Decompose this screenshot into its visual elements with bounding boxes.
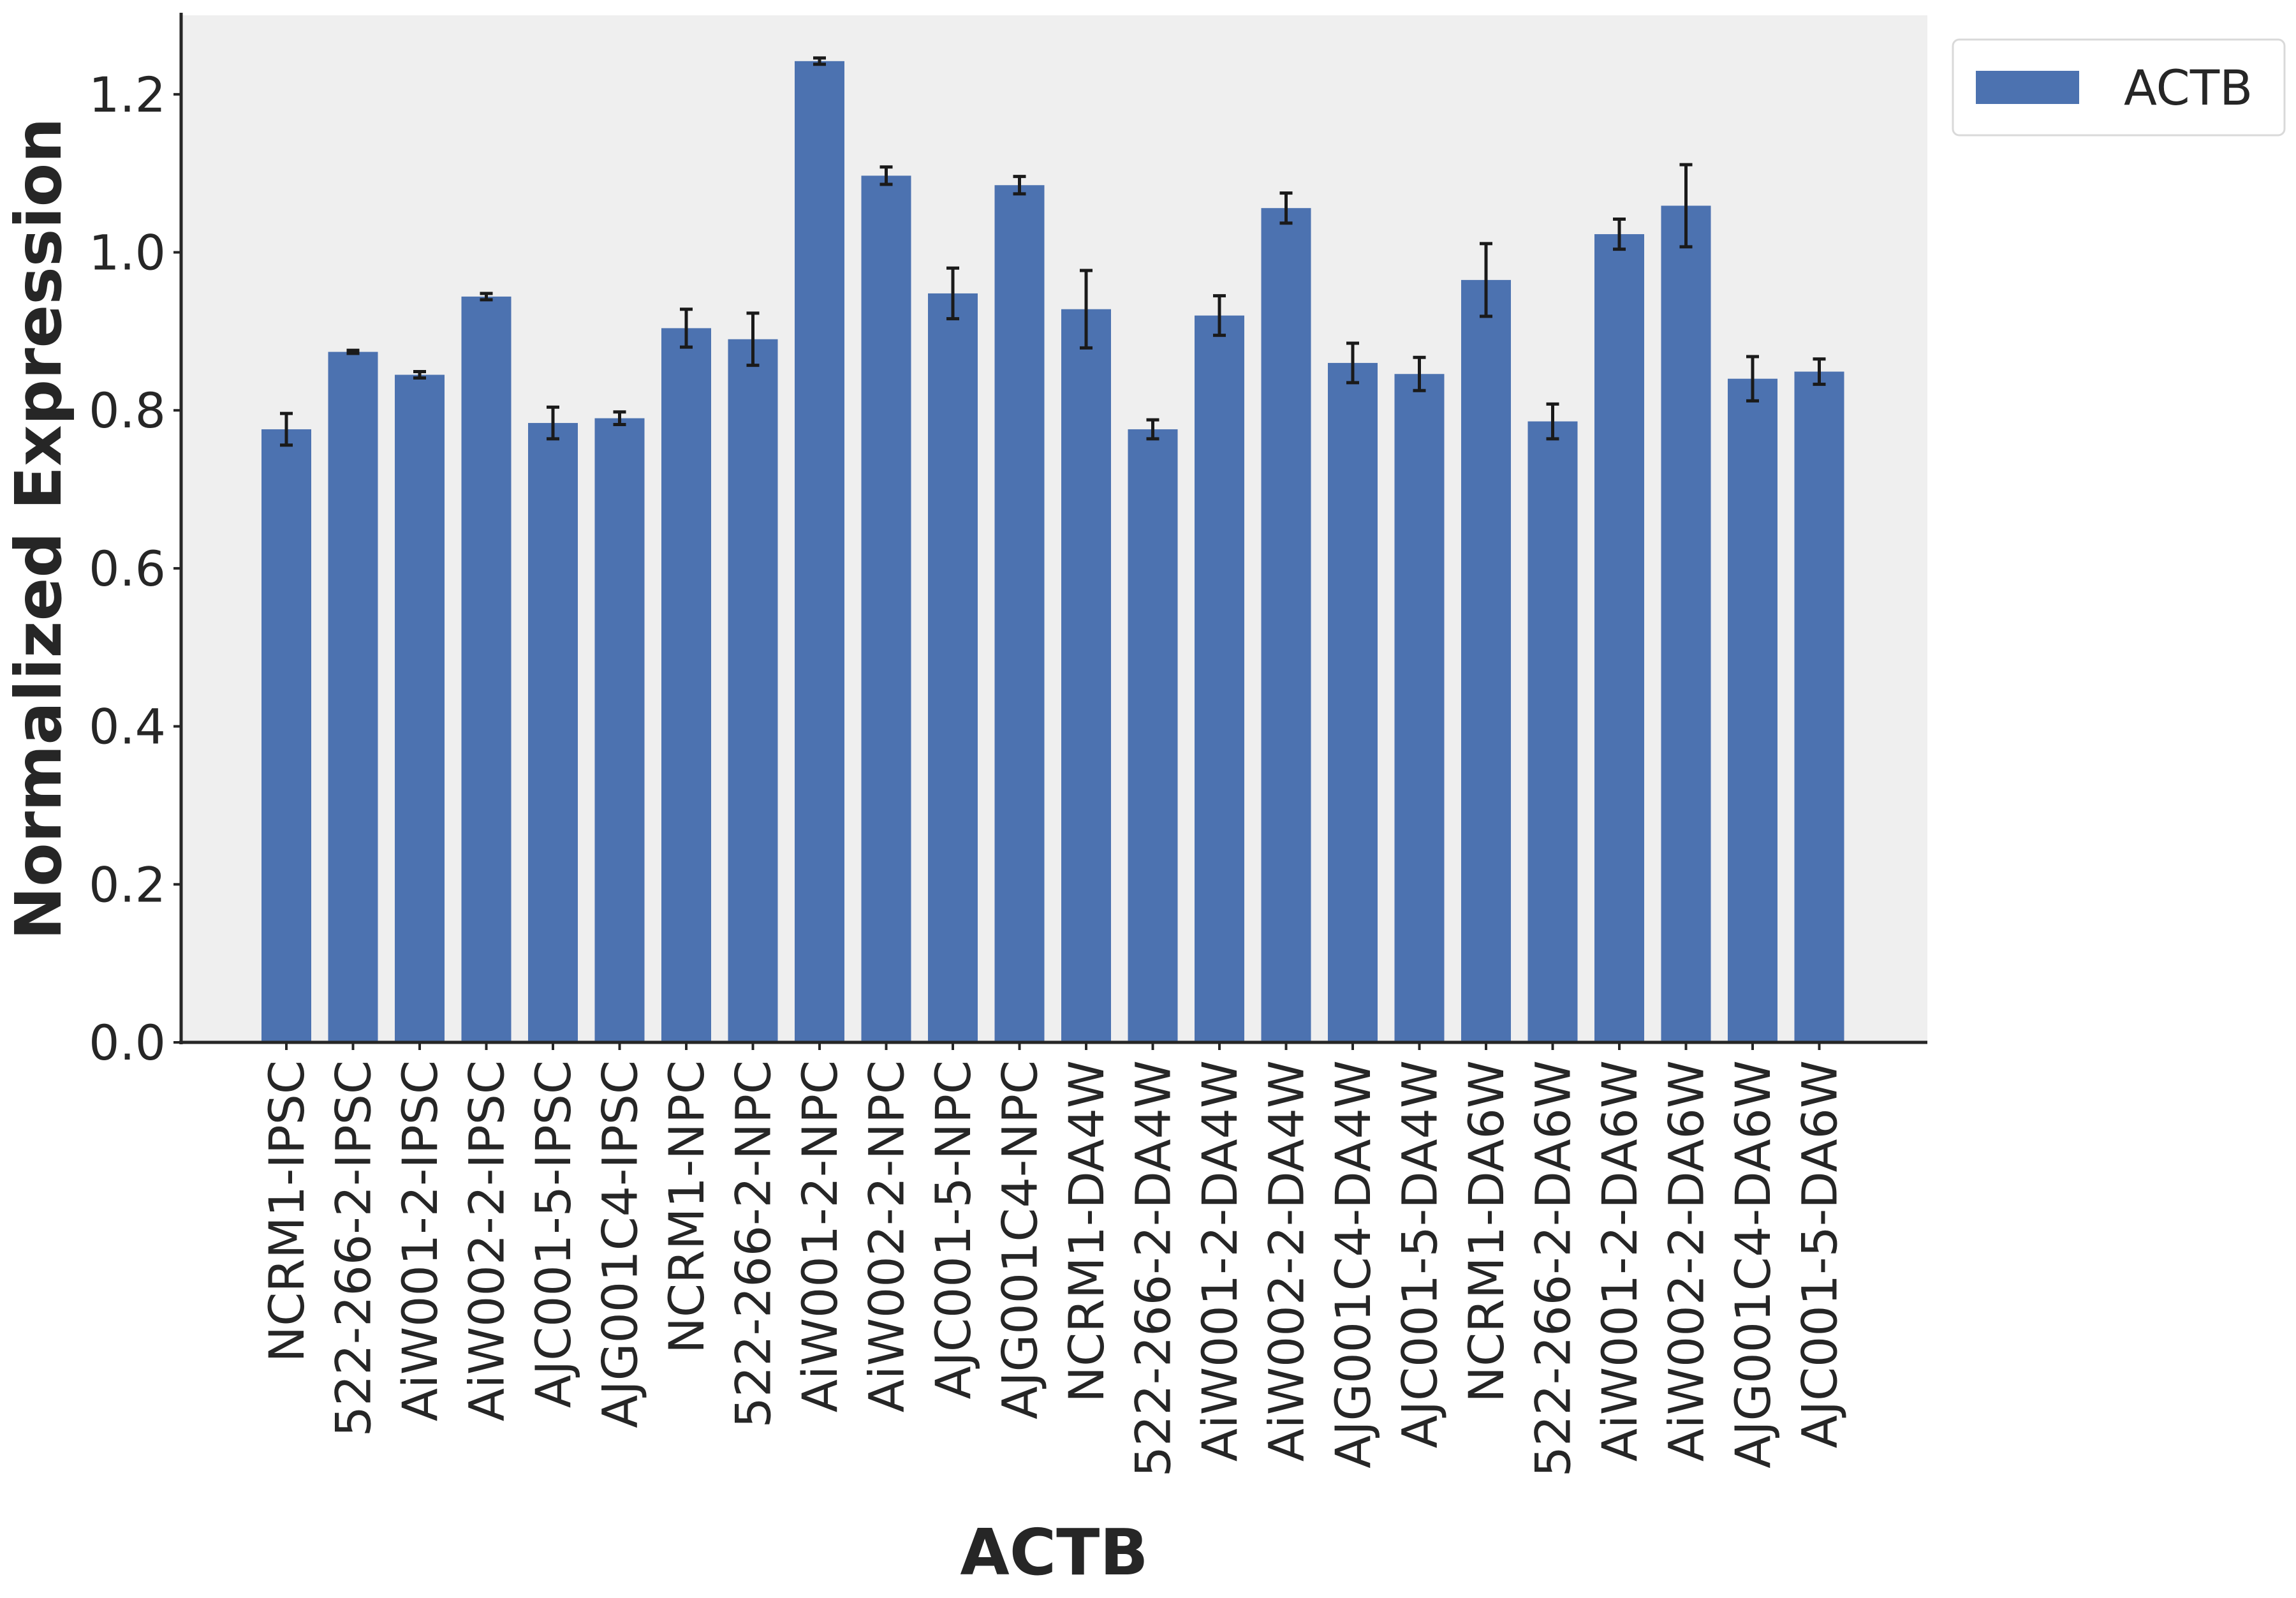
error-bar-AJC001-5-DA4W — [1413, 355, 1426, 392]
error-bar-AiW002-2-DA6W — [1679, 163, 1693, 249]
x-tick-label: AiW002-2-IPSC — [459, 1060, 515, 1421]
error-bar-AJC001-5-IPSC — [547, 405, 559, 441]
error-bar-AJC001-5-NPC — [946, 266, 959, 321]
x-tick-label: NCRM1-IPSC — [258, 1060, 315, 1363]
bar-NCRM1-DA6W — [1461, 279, 1511, 1042]
bar-AJG001C4-DA6W — [1728, 378, 1777, 1042]
y-ticks-group: 0.0 0.2 0.4 0.6 0.8 1.0 1.2 — [89, 66, 181, 1071]
bar-AiW002-2-DA6W — [1661, 205, 1711, 1042]
error-bar-AiW001-2-DA4W — [1213, 294, 1226, 337]
bar-AJC001-5-DA6W — [1794, 371, 1844, 1042]
error-bar-AiW001-2-IPSC — [413, 370, 426, 380]
error-bar-522-266-2-NPC — [746, 311, 760, 367]
x-tick-label: AJG001C4-NPC — [992, 1060, 1049, 1419]
error-bar-NCRM1-DA6W — [1480, 242, 1492, 318]
error-bar-NCRM1-NPC — [680, 307, 693, 349]
error-bar-522-266-2-DA4W — [1146, 418, 1159, 441]
bar-AJC001-5-DA4W — [1394, 374, 1445, 1043]
bar-AiW001-2-NPC — [795, 61, 844, 1042]
legend-label: ACTB — [2124, 59, 2253, 116]
x-tick-label: AiW001-2-DA6W — [1591, 1060, 1648, 1461]
bar-AJC001-5-NPC — [928, 293, 978, 1042]
bar-AiW002-2-NPC — [861, 175, 911, 1042]
error-bar-NCRM1-IPSC — [280, 411, 293, 447]
y-tick-label: 1.0 — [89, 225, 166, 281]
error-bar-AiW002-2-NPC — [879, 165, 893, 186]
error-bar-NCRM1-DA4W — [1080, 269, 1093, 350]
bar-NCRM1-DA4W — [1061, 309, 1111, 1042]
error-bar-AJG001C4-DA6W — [1746, 355, 1759, 403]
x-tick-label: AiW002-2-DA6W — [1658, 1060, 1715, 1461]
error-bar-AJG001C4-NPC — [1013, 175, 1026, 196]
x-tick-label: 522-266-2-NPC — [725, 1060, 782, 1428]
x-tick-label: NCRM1-DA4W — [1058, 1060, 1115, 1403]
bar-AJC001-5-IPSC — [528, 423, 578, 1042]
error-bar-AiW002-2-DA4W — [1279, 191, 1293, 225]
x-tick-label: 522-266-2-DA6W — [1525, 1060, 1582, 1477]
x-tick-label: NCRM1-DA6W — [1458, 1060, 1515, 1403]
error-bars-group — [280, 56, 1826, 447]
error-bar-AiW001-2-NPC — [813, 56, 826, 66]
x-tick-label: AJG001C4-IPSC — [592, 1060, 649, 1428]
bar-NCRM1-IPSC — [261, 429, 311, 1042]
x-tick-label: AiW001-2-NPC — [791, 1060, 848, 1412]
bar-AiW002-2-DA4W — [1261, 208, 1311, 1043]
bars-group — [261, 61, 1844, 1043]
error-bar-AiW002-2-IPSC — [480, 292, 493, 302]
bar-AiW001-2-DA6W — [1594, 234, 1644, 1042]
x-tick-label: 522-266-2-IPSC — [325, 1060, 382, 1437]
x-tick-label: NCRM1-NPC — [658, 1060, 715, 1354]
bar-522-266-2-DA4W — [1128, 429, 1178, 1042]
x-tick-label: AJC001-5-DA6W — [1792, 1060, 1848, 1448]
y-tick-label: 0.6 — [89, 540, 166, 597]
y-tick-label: 0.8 — [89, 382, 166, 439]
x-tick-label: AJG001C4-DA6W — [1725, 1060, 1781, 1469]
y-tick-label: 0.4 — [89, 699, 166, 755]
bar-522-266-2-DA6W — [1527, 421, 1578, 1042]
legend-swatch — [1976, 71, 2079, 104]
bar-522-266-2-IPSC — [328, 351, 378, 1042]
y-tick-label: 1.2 — [89, 66, 166, 123]
error-bar-AiW001-2-DA6W — [1613, 218, 1626, 251]
bar-NCRM1-NPC — [661, 328, 711, 1042]
x-tick-label: AiW001-2-IPSC — [392, 1060, 448, 1421]
bar-AiW002-2-IPSC — [461, 296, 511, 1042]
x-tick-label: AJC001-5-IPSC — [525, 1060, 582, 1408]
x-tick-label: AJC001-5-DA4W — [1392, 1060, 1448, 1448]
x-tick-label: AiW002-2-NPC — [858, 1060, 915, 1412]
bar-AiW001-2-IPSC — [395, 374, 445, 1042]
bar-AJG001C4-DA4W — [1328, 362, 1378, 1042]
error-bar-AJC001-5-DA6W — [1813, 357, 1826, 386]
bar-AiW001-2-DA4W — [1195, 315, 1244, 1043]
x-tick-label: AJC001-5-NPC — [925, 1060, 982, 1399]
bar-522-266-2-NPC — [728, 339, 778, 1042]
bar-AJG001C4-IPSC — [594, 418, 645, 1042]
x-tick-label: AJG001C4-DA4W — [1325, 1060, 1381, 1469]
x-ticks-group: NCRM1-IPSC 522-266-2-IPSC AiW001-2-IPSC AiW… — [258, 1042, 1848, 1477]
legend-box — [1952, 38, 2286, 137]
legend: ACTB — [1952, 38, 2286, 137]
x-tick-label: AiW001-2-DA4W — [1191, 1060, 1248, 1461]
error-bar-AJG001C4-IPSC — [613, 410, 626, 427]
bar-AJG001C4-NPC — [994, 185, 1045, 1042]
x-tick-label: AiW002-2-DA4W — [1258, 1060, 1315, 1461]
x-tick-label: 522-266-2-DA4W — [1125, 1060, 1182, 1477]
error-bar-AJG001C4-DA4W — [1346, 341, 1359, 385]
error-bar-522-266-2-DA6W — [1546, 402, 1559, 441]
x-axis-title: ACTB — [960, 1515, 1148, 1590]
y-tick-label: 0.2 — [89, 856, 166, 913]
error-bar-522-266-2-IPSC — [346, 348, 360, 355]
y-axis-title: Normalized Expression — [1, 117, 76, 940]
y-tick-label: 0.0 — [89, 1014, 166, 1071]
